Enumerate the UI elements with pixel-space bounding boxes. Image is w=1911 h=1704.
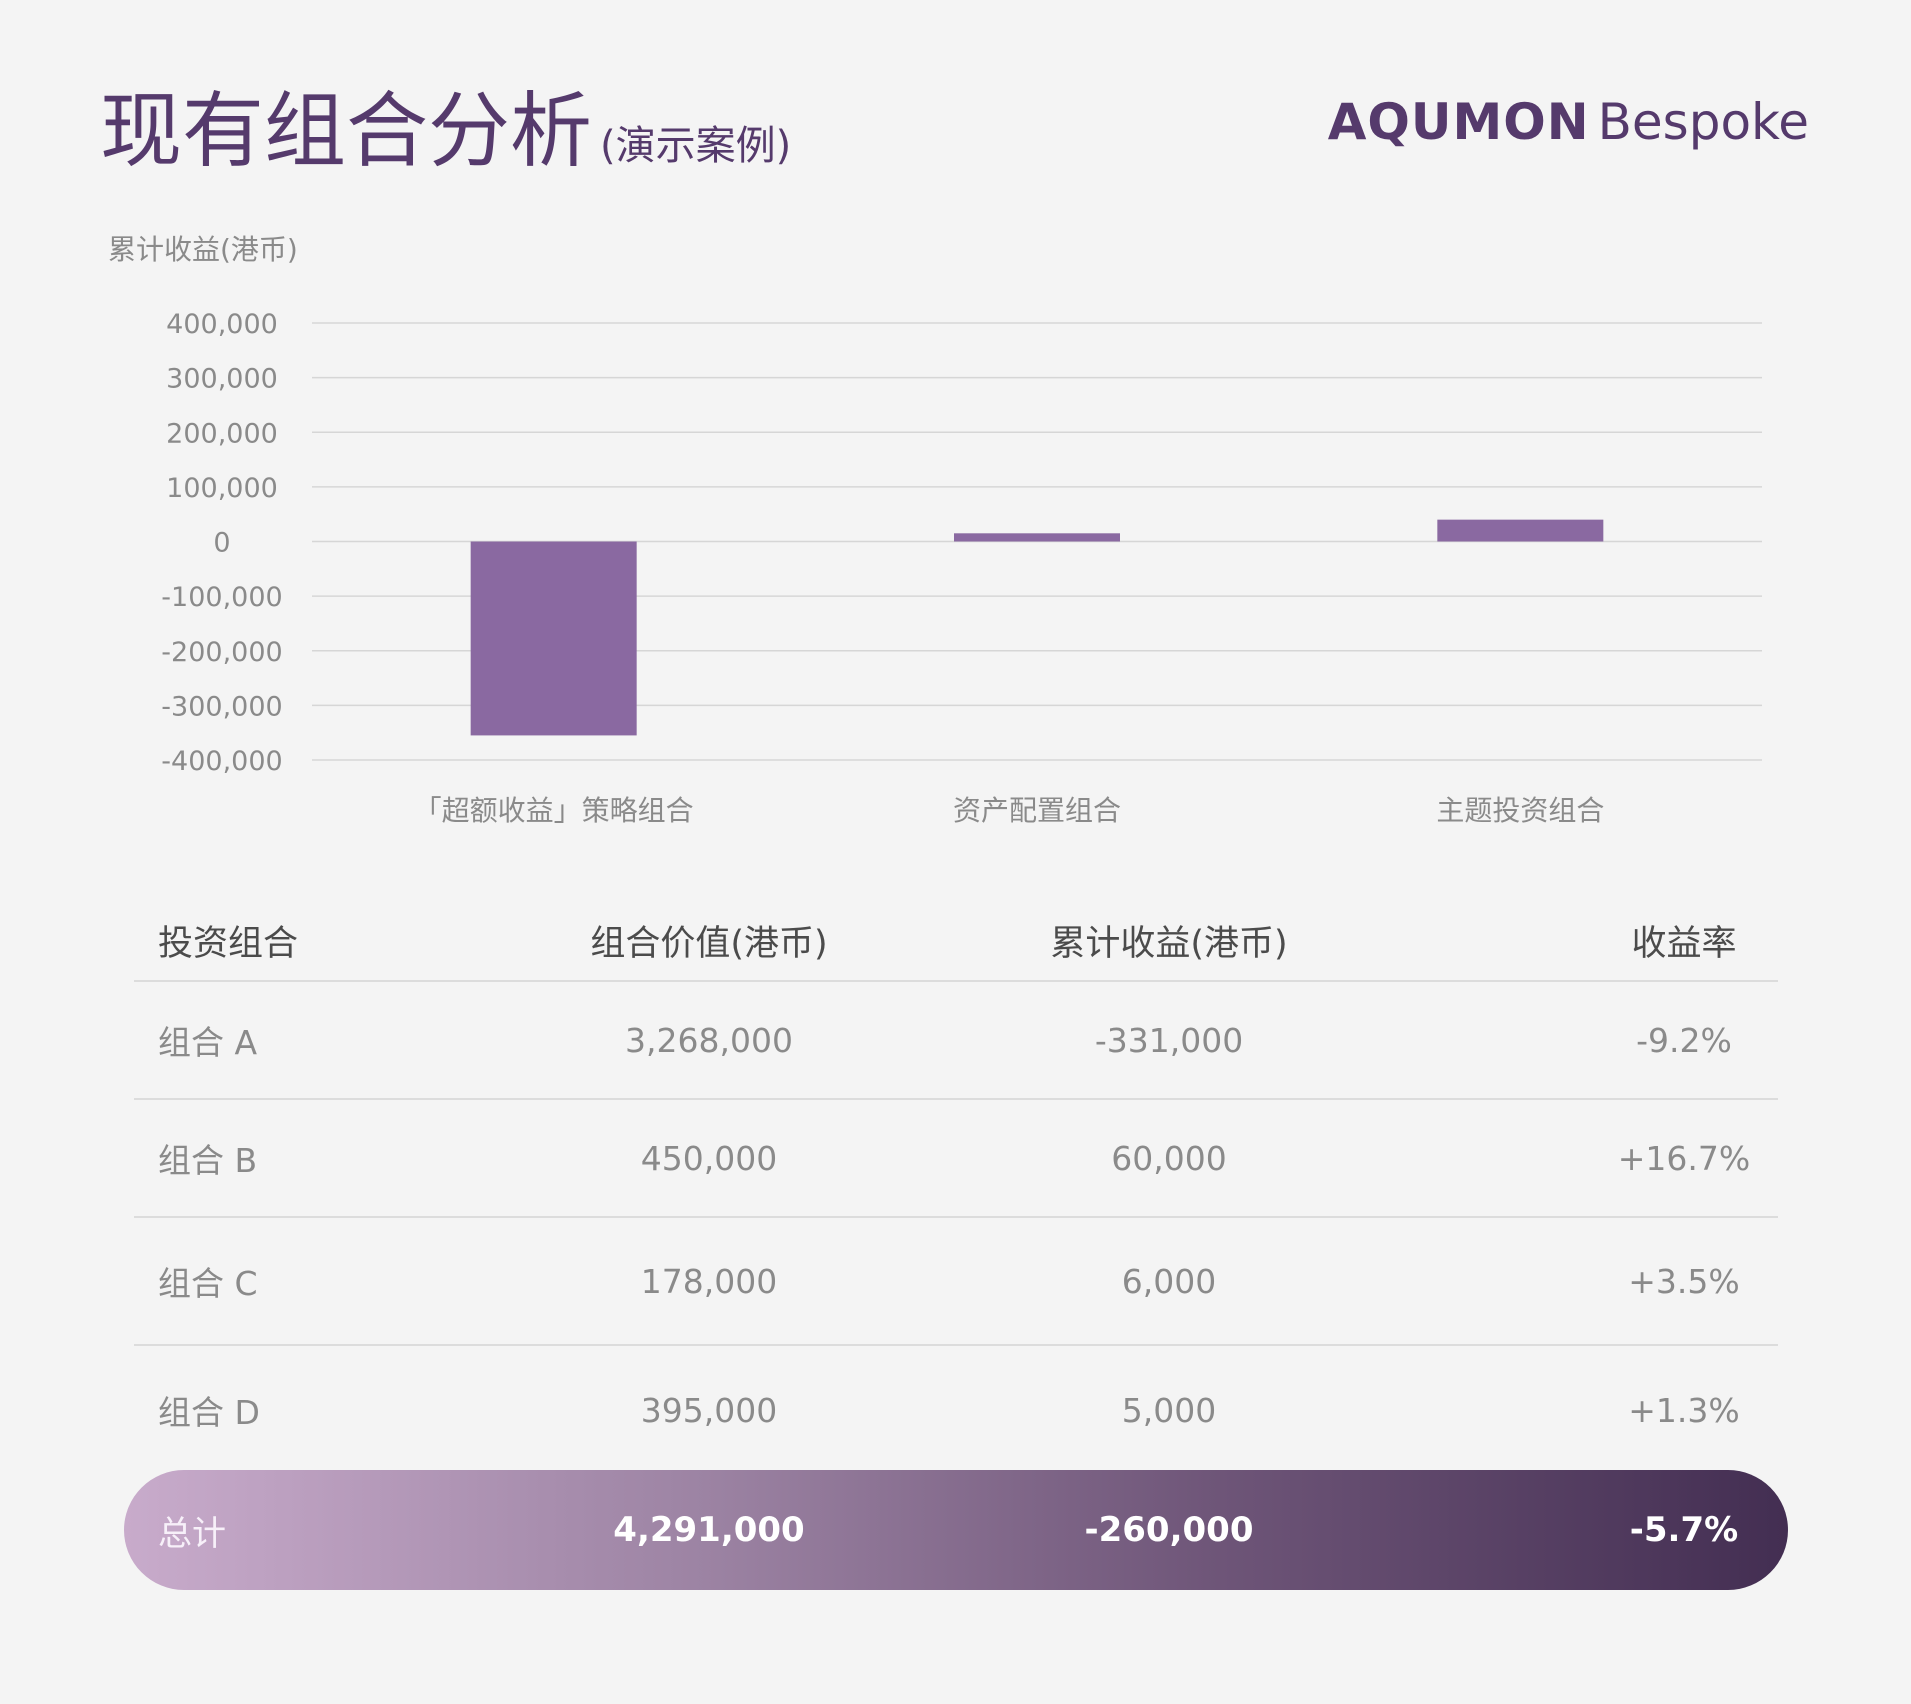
cell-return: -331,000 <box>1094 1020 1244 1060</box>
brand-logo: AQUMON Bespoke <box>1328 92 1809 152</box>
page-subtitle: (演示案例) <box>600 123 792 169</box>
y-tick-label: 400,000 <box>166 309 278 340</box>
cell-value: 395,000 <box>640 1390 778 1430</box>
header-value: 组合价值(港币) <box>590 923 828 964</box>
x-tick-label: 「超额收益」策略组合 <box>414 794 694 827</box>
x-tick-label: 资产配置组合 <box>953 794 1121 827</box>
cell-portfolio: 组合 D <box>158 1393 260 1432</box>
header-rate: 收益率 <box>1631 923 1737 964</box>
y-axis-title: 累计收益(港币) <box>108 233 298 266</box>
bar <box>470 541 637 736</box>
y-tick-label: 300,000 <box>166 364 278 395</box>
table-row: 组合 C 178,000 6,000 +3.5% <box>134 1218 1778 1346</box>
cell-return: 60,000 <box>1111 1138 1227 1178</box>
page-title-main: 现有组合分析 <box>100 84 593 179</box>
x-tick-label: 主题投资组合 <box>1436 794 1604 827</box>
header-return: 累计收益(港币) <box>1050 923 1288 964</box>
bar-chart: 400,000 300,000 200,000 100,000 0 -100,000 -20… <box>161 309 1762 827</box>
header-portfolio: 投资组合 <box>158 923 299 964</box>
total-label: 总计 <box>158 1513 226 1554</box>
cell-return: 5,000 <box>1121 1390 1217 1430</box>
y-tick-label: 200,000 <box>166 418 278 449</box>
y-tick-label: -100,000 <box>161 582 282 613</box>
brand-name-strong: AQUMON <box>1327 93 1590 151</box>
total-row: 总计 4,291,000 -260,000 -5.7% <box>124 1470 1788 1590</box>
page-title: 现有组合分析 (演示案例) <box>100 82 791 196</box>
cell-value: 3,268,000 <box>625 1020 793 1060</box>
bar <box>954 533 1120 542</box>
portfolio-table: 投资组合 组合价值(港币) 累计收益(港币) 收益率 组合 A 3,268,00… <box>134 900 1778 1474</box>
y-tick-label: 0 <box>213 528 230 559</box>
table-row: 组合 B 450,000 60,000 +16.7% <box>134 1100 1778 1218</box>
table-header: 投资组合 组合价值(港币) 累计收益(港币) 收益率 <box>134 900 1778 982</box>
cell-rate: -9.2% <box>1636 1020 1732 1060</box>
cell-portfolio: 组合 C <box>158 1264 258 1303</box>
y-tick-label: -400,000 <box>161 746 282 777</box>
total-value: 4,291,000 <box>613 1510 805 1550</box>
brand-name-light: Bespoke <box>1597 93 1809 151</box>
cell-value: 450,000 <box>640 1138 778 1178</box>
y-tick-label: -300,000 <box>161 691 282 722</box>
total-rate: -5.7% <box>1629 1510 1739 1550</box>
cell-rate: +16.7% <box>1617 1138 1751 1178</box>
table-row: 组合 A 3,268,000 -331,000 -9.2% <box>134 982 1778 1100</box>
cell-value: 178,000 <box>640 1261 778 1301</box>
cell-portfolio: 组合 B <box>158 1141 258 1180</box>
cell-rate: +3.5% <box>1628 1261 1740 1301</box>
table-row: 组合 D 395,000 5,000 +1.3% <box>134 1346 1778 1474</box>
y-tick-label: 100,000 <box>166 473 278 504</box>
cell-rate: +1.3% <box>1628 1390 1740 1430</box>
bar <box>1437 519 1604 542</box>
y-tick-label: -200,000 <box>161 637 282 668</box>
cell-return: 6,000 <box>1121 1261 1217 1301</box>
total-return: -260,000 <box>1084 1510 1254 1550</box>
cell-portfolio: 组合 A <box>158 1023 258 1062</box>
